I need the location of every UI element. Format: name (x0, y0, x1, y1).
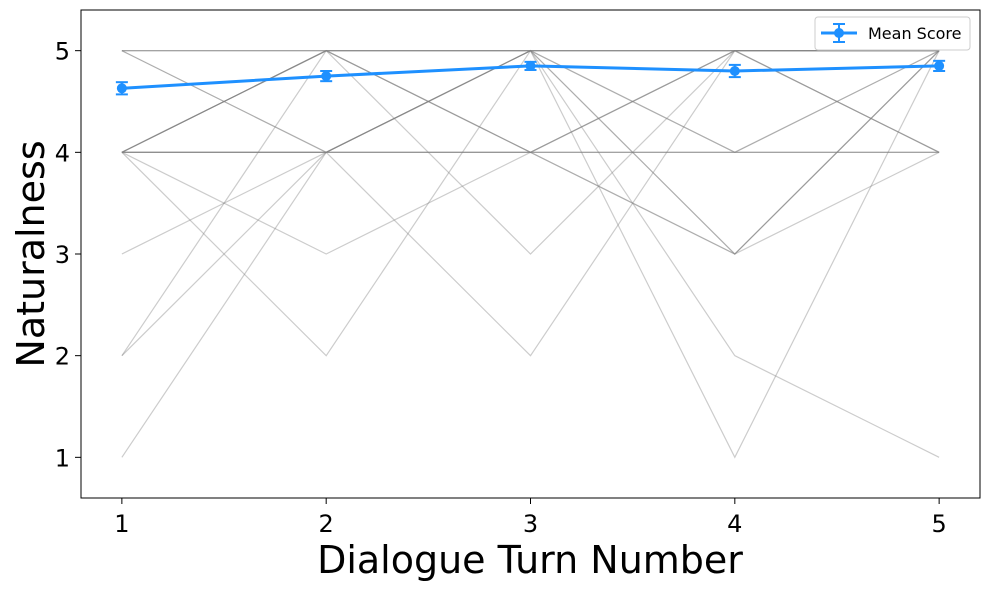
individual-series-line (121, 49, 940, 357)
x-axis-ticks: 1 2 3 4 5 (114, 498, 947, 538)
individual-series-line (121, 50, 940, 153)
individual-series-group (121, 49, 940, 459)
y-tick-label: 3 (55, 241, 70, 269)
individual-series-line (121, 50, 940, 255)
individual-series-line (121, 50, 940, 255)
mean-point (934, 60, 945, 71)
legend: Mean Score (814, 16, 971, 51)
individual-series-line (121, 50, 940, 255)
y-axis-title: Naturalness (9, 140, 53, 367)
mean-point (525, 60, 536, 71)
individual-series-line (121, 50, 940, 458)
legend-marker (821, 23, 857, 43)
individual-series-line (121, 50, 940, 153)
legend-point (834, 28, 844, 38)
x-tick-label: 2 (319, 510, 334, 538)
mean-point (321, 71, 332, 82)
legend-label: Mean Score (868, 24, 962, 43)
individual-series-line (121, 49, 940, 255)
y-tick-label: 2 (55, 343, 70, 371)
mean-series-group (115, 59, 946, 96)
legend-box (814, 16, 971, 51)
y-axis-ticks: 1 2 3 4 5 (55, 38, 81, 472)
x-tick-label: 4 (727, 510, 742, 538)
x-tick-label: 1 (114, 510, 129, 538)
y-tick-label: 5 (55, 38, 70, 66)
x-tick-label: 3 (523, 510, 538, 538)
y-tick-label: 4 (55, 139, 70, 167)
individual-series-line (121, 49, 940, 357)
mean-point (729, 66, 740, 76)
individual-series-line (121, 49, 940, 255)
individual-series-line (121, 50, 940, 153)
y-tick-label: 1 (55, 444, 70, 472)
x-tick-label: 5 (931, 510, 946, 538)
individual-series-line (121, 50, 940, 153)
individual-series-line (121, 49, 940, 459)
individual-series-line (121, 50, 940, 153)
mean-point (116, 83, 127, 94)
individual-series-line (121, 50, 940, 458)
x-axis-title: Dialogue Turn Number (317, 538, 743, 582)
